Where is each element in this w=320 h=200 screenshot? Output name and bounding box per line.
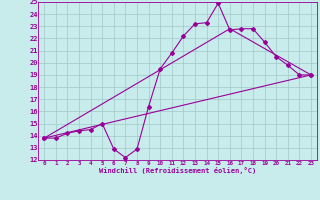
X-axis label: Windchill (Refroidissement éolien,°C): Windchill (Refroidissement éolien,°C) xyxy=(99,167,256,174)
